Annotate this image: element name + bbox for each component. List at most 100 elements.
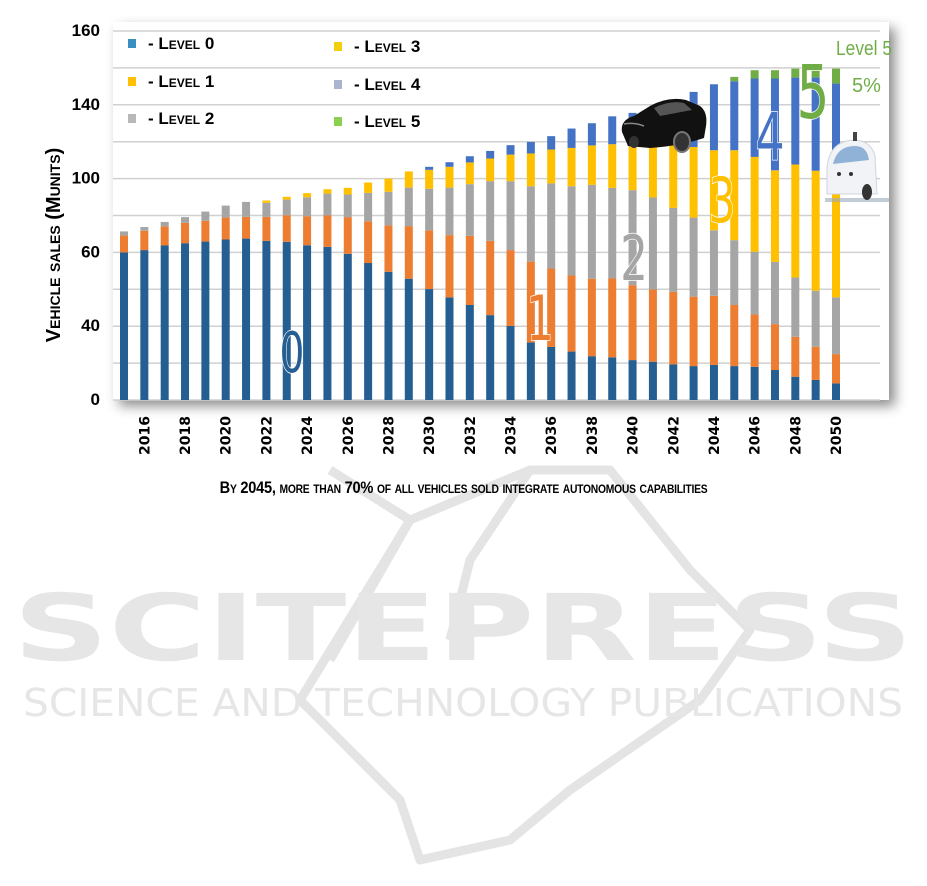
bar-segment-level-2-2017 xyxy=(160,221,169,227)
x-tick-label: 2026 xyxy=(341,416,357,455)
bar-segment-level-0-2050 xyxy=(832,383,840,400)
bar-segment-level-0-2028 xyxy=(384,271,393,400)
bar-segment-level-0-2045 xyxy=(730,366,739,400)
watermark-book-outline xyxy=(295,465,755,865)
bar-segment-level-1-2022 xyxy=(262,216,271,241)
bar-segment-level-0-2030 xyxy=(425,289,434,400)
bar-segment-level-2-2022 xyxy=(262,202,271,217)
bar-segment-level-2-2015 xyxy=(120,231,128,236)
bar-segment-level-1-2034 xyxy=(506,250,515,326)
bar-segment-level-3-2034 xyxy=(506,154,515,182)
bar-segment-level-3-2045 xyxy=(730,150,739,241)
legend-label: - Level 5 xyxy=(354,112,420,131)
x-tick-label: 2036 xyxy=(544,416,560,455)
bar-segment-level-2-2018 xyxy=(181,217,190,223)
y-tick-label: 160 xyxy=(72,21,100,40)
bar-segment-level-3-2024 xyxy=(303,193,312,198)
legend-swatch xyxy=(128,77,136,86)
self-driving-car-image xyxy=(825,132,890,202)
bar-segment-level-2-2019 xyxy=(201,211,210,221)
watermark-subtitle: SCIENCE AND TECHNOLOGY PUBLICATIONS xyxy=(23,681,903,725)
x-tick-label: 2050 xyxy=(829,416,845,455)
level-numeral-5: 5 xyxy=(797,51,830,137)
bar-segment-level-4-2048 xyxy=(791,77,800,165)
bar-segment-level-1-2031 xyxy=(445,235,454,298)
x-tick-label: 2044 xyxy=(707,416,723,455)
bar-segment-level-5-2045 xyxy=(730,76,739,82)
level5-label: Level 5 xyxy=(836,38,892,60)
bar-segment-level-1-2027 xyxy=(364,221,373,264)
legend: - Level 0 - Level 1 - Level 2 - Level 3 - Le… xyxy=(128,34,421,131)
bar-segment-level-2-2027 xyxy=(364,192,373,222)
bar-segment-level-1-2021 xyxy=(242,216,251,239)
bar-segment-level-1-2040 xyxy=(628,285,637,361)
bar-segment-level-3-2025 xyxy=(323,189,332,194)
legend-swatch xyxy=(334,42,342,51)
bar-segment-level-2-2047 xyxy=(770,261,779,325)
bar-segment-level-2-2043 xyxy=(689,217,698,297)
y-tick-label: 0 xyxy=(91,390,100,409)
bar-segment-level-0-2021 xyxy=(242,238,251,400)
bar-segment-level-2-2026 xyxy=(343,194,352,218)
bar-segment-level-0-2018 xyxy=(181,243,190,400)
dark-car-image xyxy=(621,98,707,153)
bar-segment-level-0-2022 xyxy=(262,240,271,400)
bar-segment-level-2-2042 xyxy=(669,207,678,292)
x-tick-label: 2046 xyxy=(748,416,764,455)
bar-segment-level-1-2044 xyxy=(709,295,718,365)
bar-segment-level-3-2042 xyxy=(669,134,678,208)
bar-segment-level-1-2018 xyxy=(181,222,190,244)
legend-label: - Level 4 xyxy=(354,75,421,94)
bar-segment-level-1-2043 xyxy=(689,296,698,367)
level5-share: 5% xyxy=(852,75,881,97)
bar-segment-level-3-2050 xyxy=(832,169,840,298)
bar-segment-level-0-2043 xyxy=(689,366,698,400)
bar-segment-level-0-2026 xyxy=(343,253,352,400)
level-numeral-1: 1 xyxy=(526,282,554,355)
legend-label: - Level 3 xyxy=(354,37,420,56)
watermark-title: SCITEPRESS xyxy=(13,575,913,682)
bar-segment-level-1-2029 xyxy=(404,226,413,279)
bar-segment-level-3-2026 xyxy=(343,187,352,195)
bar-segment-level-3-2043 xyxy=(689,147,698,218)
level-numeral-0: 0 xyxy=(280,321,305,386)
bar-segment-level-0-2049 xyxy=(811,379,820,400)
bars xyxy=(120,68,840,400)
bar-segment-level-2-2045 xyxy=(730,240,739,305)
bar-segment-level-0-2040 xyxy=(628,360,637,400)
bar-segment-level-0-2027 xyxy=(364,263,373,400)
bar-segment-level-4-2049 xyxy=(811,77,820,171)
x-tick-label: 2024 xyxy=(300,416,316,455)
bar-segment-level-3-2037 xyxy=(567,147,576,187)
bar-segment-level-3-2032 xyxy=(465,162,474,185)
bar-segment-level-1-2016 xyxy=(140,230,149,251)
y-tick-label: 140 xyxy=(72,95,100,114)
figure-caption: By 2045, more than 70% of all vehicles s… xyxy=(219,478,708,497)
bar-segment-level-1-2042 xyxy=(669,291,678,365)
bar-segment-level-2-2034 xyxy=(506,181,515,251)
bar-segment-level-1-2023 xyxy=(282,215,291,242)
bar-segment-level-4-2037 xyxy=(567,128,576,148)
bar-segment-level-2-2020 xyxy=(221,205,230,218)
bar-segment-level-2-2030 xyxy=(425,188,434,231)
bar-segment-level-1-2038 xyxy=(587,278,596,357)
bar-segment-level-3-2033 xyxy=(486,158,495,182)
bar-segment-level-4-2030 xyxy=(425,166,434,170)
bar-segment-level-2-2048 xyxy=(791,277,800,337)
legend-label: - Level 2 xyxy=(148,109,214,128)
bar-segment-level-0-2046 xyxy=(750,366,759,400)
bar-segment-level-1-2032 xyxy=(465,235,474,305)
bar-segment-level-2-2046 xyxy=(750,251,759,315)
bar-segment-level-4-2050 xyxy=(832,83,840,170)
bar-segment-level-0-2047 xyxy=(770,370,779,400)
bar-segment-level-3-2040 xyxy=(628,146,637,191)
bar-segment-level-0-2017 xyxy=(160,245,169,400)
bar-segment-level-4-2032 xyxy=(465,156,474,163)
bar-segment-level-3-2049 xyxy=(811,170,820,291)
bar-segment-level-2-2024 xyxy=(303,197,312,217)
bar-segment-level-2-2033 xyxy=(486,181,495,241)
legend-label: - Level 1 xyxy=(148,72,214,91)
x-tick-label: 2028 xyxy=(381,416,397,455)
